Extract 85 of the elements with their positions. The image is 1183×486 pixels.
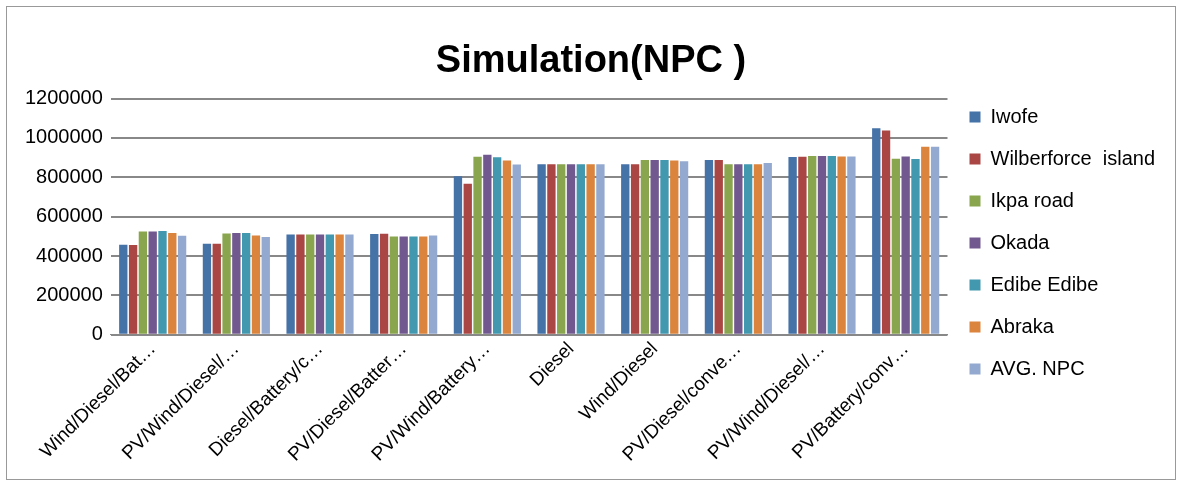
bar <box>670 160 679 334</box>
bar <box>566 164 576 334</box>
bar <box>512 164 521 334</box>
bar <box>586 164 595 334</box>
legend-label: Ikpa road <box>990 188 1074 211</box>
bar <box>891 158 901 334</box>
bar <box>483 154 492 334</box>
bar <box>168 232 177 334</box>
bar <box>389 236 399 334</box>
bar <box>138 231 148 334</box>
legend-label: Okada <box>990 230 1051 253</box>
chart-title: Simulation(NPC ) <box>435 38 747 81</box>
bar <box>753 164 763 334</box>
bar <box>881 130 891 334</box>
bar <box>724 164 733 334</box>
y-tick-label: 600000 <box>36 204 103 227</box>
bar <box>596 164 605 334</box>
bar <box>335 234 344 334</box>
bar <box>808 156 817 334</box>
bar <box>714 160 723 334</box>
bar <box>679 161 689 334</box>
bar <box>232 232 241 334</box>
bar <box>743 164 753 334</box>
bar <box>419 236 428 334</box>
bar <box>148 231 157 334</box>
bar <box>463 183 472 334</box>
bar <box>537 164 546 334</box>
bar <box>547 164 556 334</box>
bar <box>158 231 167 334</box>
y-tick-label: 400000 <box>36 243 103 266</box>
bar <box>251 235 261 334</box>
bar <box>119 244 128 334</box>
bar <box>640 160 650 334</box>
bar <box>704 160 714 334</box>
y-tick-label: 800000 <box>36 164 103 187</box>
bar <box>798 156 807 334</box>
y-tick-label: 1200000 <box>24 86 103 109</box>
bar <box>202 243 212 334</box>
bar <box>930 146 940 334</box>
legend-label: Edibe Edibe <box>990 272 1099 295</box>
bar <box>788 156 797 334</box>
bar <box>921 146 930 334</box>
y-tick-label: 1000000 <box>24 125 103 148</box>
bar <box>212 243 221 334</box>
bar <box>453 176 463 334</box>
bar <box>306 234 315 334</box>
y-tick-label: 200000 <box>36 283 103 306</box>
bar <box>222 233 231 334</box>
bar <box>817 156 827 334</box>
bar <box>576 164 585 334</box>
bar <box>911 159 920 334</box>
bar <box>734 164 743 334</box>
bar <box>847 156 856 334</box>
bar <box>428 235 438 334</box>
y-tick-label: 0 <box>91 322 103 345</box>
bar <box>409 236 418 334</box>
bar <box>370 234 379 334</box>
legend-label: Wilberforce island <box>990 146 1156 169</box>
bar <box>901 156 910 334</box>
bar <box>399 236 408 334</box>
bar <box>379 233 389 334</box>
bar <box>325 234 334 334</box>
bar <box>128 244 138 334</box>
bar <box>473 156 482 334</box>
bar <box>763 162 772 334</box>
legend-label: Iwofe <box>990 104 1039 127</box>
legend-label: Abraka <box>990 314 1055 337</box>
bar <box>261 237 270 334</box>
bar <box>837 156 846 334</box>
bar <box>650 160 659 334</box>
bar <box>630 164 640 334</box>
bar <box>492 157 502 334</box>
bar <box>557 164 566 334</box>
bar <box>827 156 836 334</box>
bar <box>502 160 512 334</box>
bar <box>621 164 630 334</box>
bar <box>296 234 305 334</box>
bar <box>872 128 881 334</box>
bar <box>660 160 669 334</box>
bar <box>241 233 251 334</box>
bar <box>177 235 187 334</box>
bar <box>345 234 354 334</box>
bar <box>315 234 325 334</box>
legend-label: AVG. NPC <box>990 356 1085 379</box>
bar <box>286 234 295 334</box>
